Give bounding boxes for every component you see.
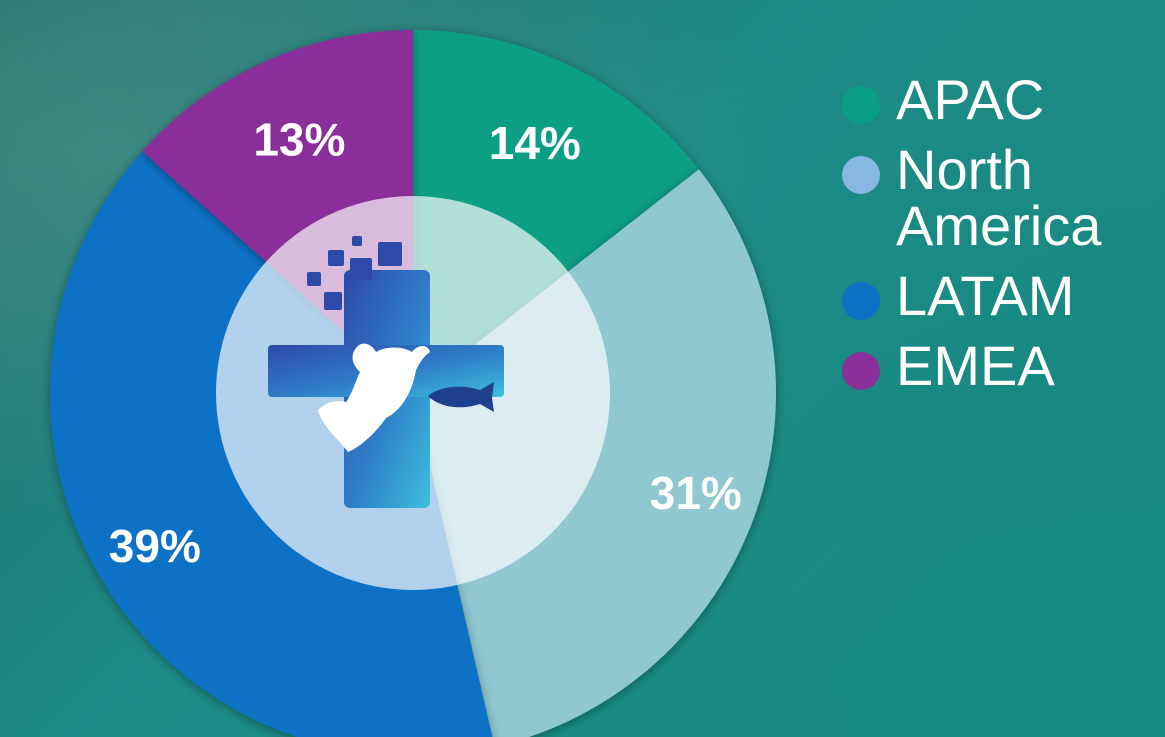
- legend-label: APAC: [896, 68, 1045, 131]
- legend-label: LATAM: [896, 264, 1075, 327]
- legend-label: North America: [896, 138, 1102, 257]
- legend-item-apac: APAC: [842, 72, 1152, 128]
- legend-item-emea: EMEA: [842, 338, 1152, 394]
- legend-item-north-america: North America: [842, 142, 1152, 254]
- data-label-apac: 14%: [489, 117, 581, 169]
- legend-swatch: [842, 352, 880, 390]
- data-label-emea: 13%: [253, 113, 345, 165]
- veterinary-cross-icon: [268, 236, 504, 508]
- legend-item-latam: LATAM: [842, 268, 1152, 324]
- legend-swatch: [842, 86, 880, 124]
- legend-swatch: [842, 282, 880, 320]
- legend-label: EMEA: [896, 334, 1055, 397]
- legend-swatch: [842, 156, 880, 194]
- legend: APAC North America LATAM EMEA: [842, 72, 1152, 408]
- data-label-north-america: 31%: [650, 467, 742, 519]
- data-label-latam: 39%: [109, 520, 201, 572]
